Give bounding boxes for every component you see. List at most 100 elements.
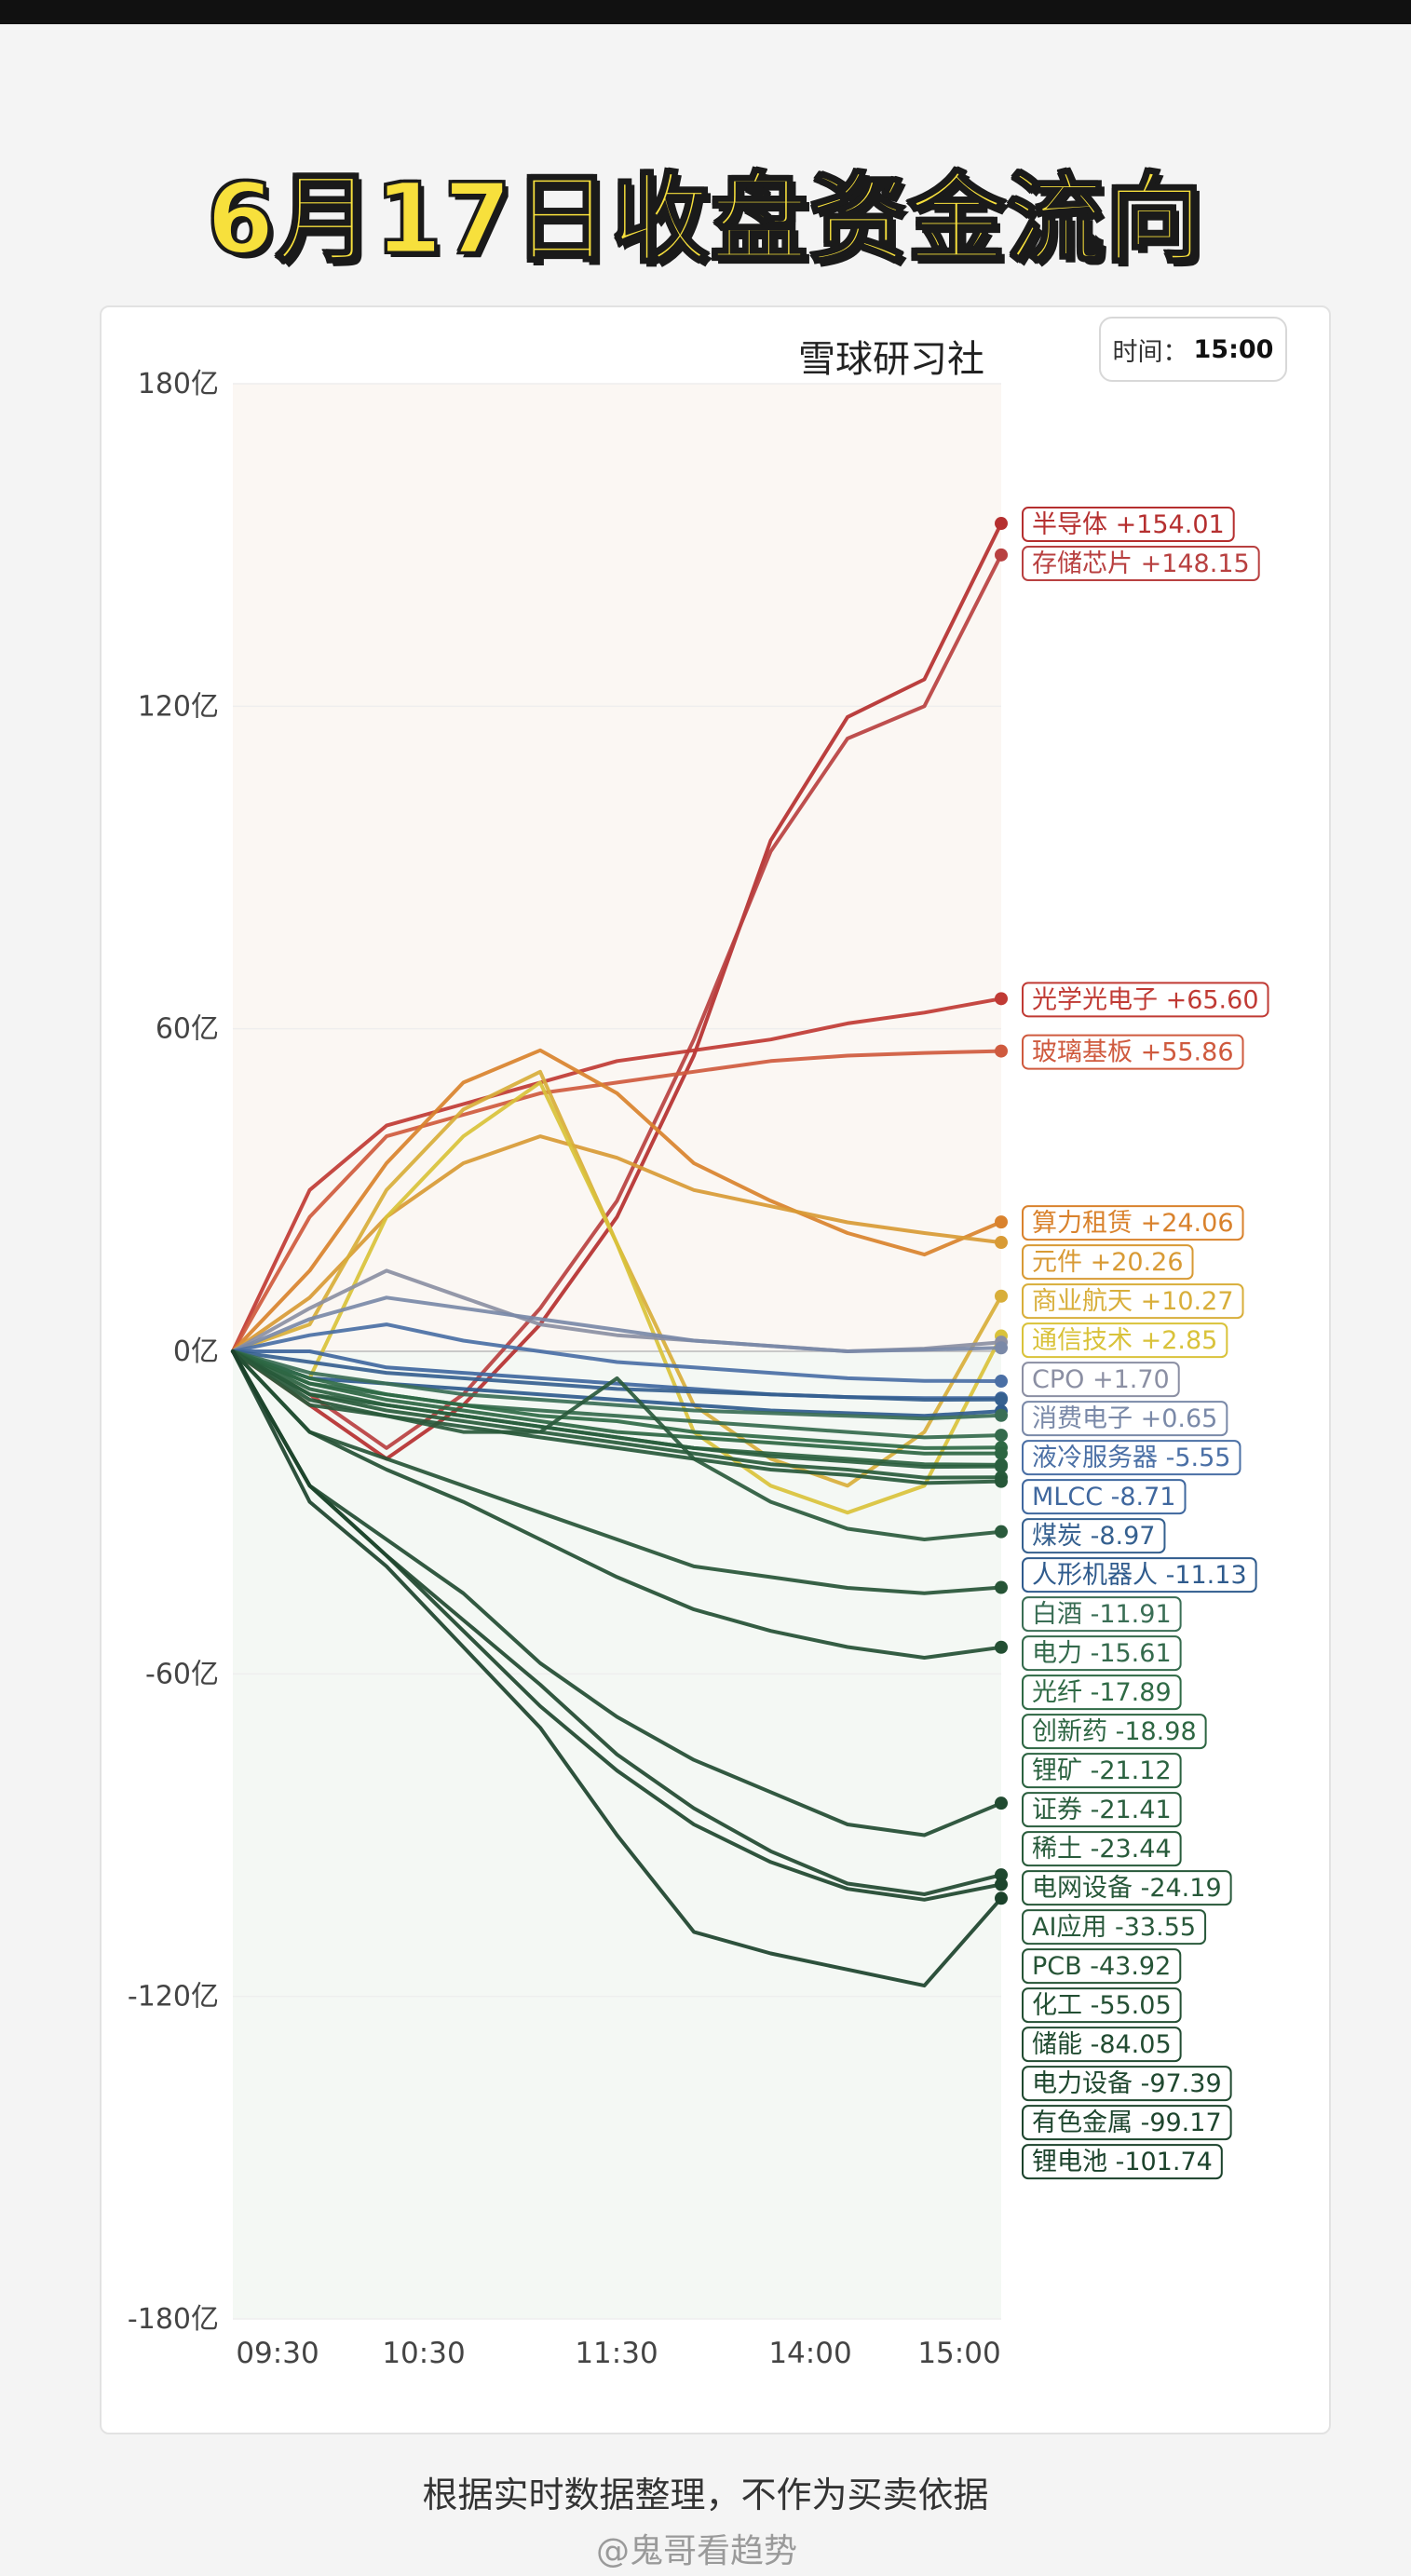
- y-tick-label: 60亿: [156, 1013, 219, 1046]
- series-label-box: [1022, 1518, 1166, 1554]
- series-line-存储芯片: [231, 552, 1003, 1450]
- series-line-AI应用: [231, 1349, 1003, 1541]
- series-label-box: [1022, 2144, 1223, 2180]
- series-label-text: 通信技术 +2.85: [1032, 1326, 1217, 1355]
- series-end-dot-PCB: [995, 1580, 1008, 1594]
- series-label-text: 证券 -21.41: [1032, 1796, 1172, 1824]
- series-label-text: 电力设备 -97.39: [1032, 2069, 1222, 2098]
- series-label-box: [1022, 2105, 1232, 2141]
- series-end-dot-玻璃基板: [995, 1044, 1008, 1058]
- series-label-box: [1022, 1283, 1244, 1320]
- series-label: MLCC -8.71: [1022, 1479, 1187, 1515]
- series-label: 玻璃基板 +55.86: [1022, 1034, 1244, 1070]
- series-label: 煤炭 -8.97: [1022, 1518, 1166, 1554]
- series-label-box: [1022, 507, 1235, 543]
- series-label: 光学光电子 +65.60: [1022, 982, 1269, 1018]
- footnote: 根据实时数据整理，不作为买卖依据: [422, 2474, 989, 2515]
- series-end-dot-半导体: [995, 517, 1008, 531]
- series-label-box: [1022, 982, 1269, 1018]
- series-end-dot-算力租赁: [995, 1215, 1008, 1229]
- top-bar: [0, 0, 1411, 24]
- series-label-box: [1022, 1557, 1257, 1593]
- y-tick-label: 0亿: [173, 1335, 219, 1368]
- page-headline: 6月17日收盘资金流向: [205, 161, 1205, 278]
- series-label: 锂电池 -101.74: [1022, 2144, 1223, 2180]
- series-line-玻璃基板: [231, 1049, 1003, 1353]
- series-label-box: [1022, 1596, 1182, 1633]
- series-label-text: 存储芯片 +148.15: [1032, 549, 1250, 578]
- series-label-box: [1022, 1205, 1244, 1241]
- series-line-稀土: [231, 1349, 1003, 1480]
- series-label-text: AI应用 -33.55: [1032, 1913, 1196, 1942]
- series-end-dot-证券: [995, 1459, 1008, 1473]
- series-label-text: 玻璃基板 +55.86: [1032, 1038, 1234, 1067]
- series-label-text: 化工 -55.05: [1032, 1991, 1172, 2020]
- brand-label: 雪球研习社: [798, 338, 984, 381]
- series-end-dot-电力设备: [995, 1868, 1008, 1882]
- series-label: 存储芯片 +148.15: [1022, 546, 1260, 582]
- series-label: 电力设备 -97.39: [1022, 2066, 1232, 2102]
- series-label: 电网设备 -24.19: [1022, 1870, 1232, 1906]
- series-label: 白酒 -11.91: [1022, 1596, 1182, 1633]
- series-line-有色金属: [231, 1349, 1003, 1902]
- series-end-dot-元件: [995, 1236, 1008, 1250]
- series-label-box: [1022, 1909, 1207, 1946]
- series-label-text: 消费电子 +0.65: [1032, 1404, 1217, 1433]
- series-end-dot-锂电池: [995, 1891, 1008, 1905]
- series-line-PCB: [231, 1349, 1003, 1595]
- series-line-白酒: [231, 1349, 1003, 1421]
- series-end-dot-电网设备: [995, 1474, 1008, 1488]
- series-label: 电力 -15.61: [1022, 1635, 1182, 1672]
- series-label: 算力租赁 +24.06: [1022, 1205, 1244, 1241]
- series-label-text: 半导体 +154.01: [1032, 510, 1225, 539]
- series-label-text: CPO +1.70: [1032, 1365, 1170, 1394]
- series-line-液冷服务器: [231, 1322, 1003, 1383]
- series-line-煤炭: [231, 1349, 1003, 1402]
- y-tick-label: -180亿: [128, 2303, 219, 2336]
- series-line-消费电子: [231, 1295, 1003, 1353]
- series-label-box: [1022, 1440, 1241, 1476]
- series-label: 光纤 -17.89: [1022, 1674, 1182, 1711]
- series-label-box: [1022, 1401, 1228, 1437]
- series-label-text: 锂电池 -101.74: [1032, 2148, 1213, 2176]
- series-end-dot-消费电子: [995, 1341, 1008, 1355]
- series-label-box: [1022, 1635, 1182, 1672]
- series-label-box: [1022, 1987, 1182, 2024]
- series-label-box: [1022, 1753, 1182, 1789]
- series-label-box: [1022, 1244, 1194, 1281]
- series-label: CPO +1.70: [1022, 1362, 1180, 1398]
- series-end-dot-AI应用: [995, 1525, 1008, 1539]
- x-tick-label: 09:30: [236, 2337, 319, 2370]
- watermark: @鬼哥看趋势: [596, 2532, 798, 2570]
- series-label-box: [1022, 1479, 1187, 1515]
- series-label-text: 元件 +20.26: [1032, 1248, 1184, 1277]
- series-end-dot-储能: [995, 1796, 1008, 1810]
- series-line-半导体: [231, 522, 1003, 1461]
- series-line-光纤: [231, 1349, 1003, 1450]
- series-end-dot-白酒: [995, 1408, 1008, 1422]
- series-label-text: 算力租赁 +24.06: [1032, 1209, 1234, 1238]
- x-tick-label: 14:00: [768, 2337, 851, 2370]
- series-end-dot-电力: [995, 1429, 1008, 1443]
- series-end-dot-有色金属: [995, 1878, 1008, 1891]
- series-label: 有色金属 -99.17: [1022, 2105, 1232, 2141]
- series-label: 化工 -55.05: [1022, 1987, 1182, 2024]
- series-label: AI应用 -33.55: [1022, 1909, 1207, 1946]
- series-label-box: [1022, 1714, 1207, 1750]
- series-label: 证券 -21.41: [1022, 1792, 1182, 1828]
- series-label: 通信技术 +2.85: [1022, 1322, 1228, 1359]
- series-label-box: [1022, 2066, 1232, 2102]
- series-label: 稀土 -23.44: [1022, 1831, 1182, 1867]
- y-tick-label: 120亿: [138, 690, 219, 723]
- series-label-text: 商业航天 +10.27: [1032, 1287, 1234, 1316]
- time-value: 15:00: [1193, 334, 1274, 364]
- time-label: 时间：: [1112, 337, 1188, 367]
- series-label: 锂矿 -21.12: [1022, 1753, 1182, 1789]
- series-end-dot-化工: [995, 1640, 1008, 1654]
- x-tick-label: 11:30: [575, 2337, 658, 2370]
- series-label-box: [1022, 1831, 1182, 1867]
- series-end-dot-煤炭: [995, 1392, 1008, 1406]
- series-label: 消费电子 +0.65: [1022, 1401, 1228, 1437]
- series-end-dot-存储芯片: [995, 548, 1008, 562]
